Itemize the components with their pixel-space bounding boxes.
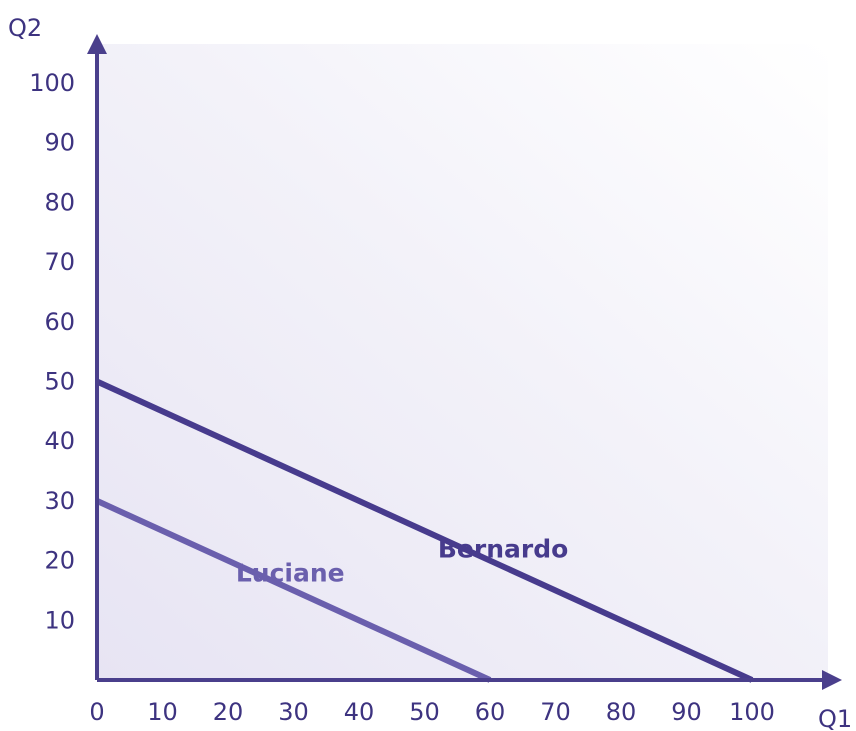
- x-tick-labels: 0 10 20 30 40 50 60 70 80 90 100: [89, 698, 775, 726]
- series-labels: Bernardo Luciane: [236, 535, 568, 588]
- y-tick-label: 20: [44, 547, 75, 575]
- x-tick-label: 30: [278, 698, 309, 726]
- x-tick-label: 90: [671, 698, 702, 726]
- y-tick-label: 70: [44, 248, 75, 276]
- x-axis-title: Q1: [818, 705, 852, 731]
- y-tick-label: 50: [44, 368, 75, 396]
- y-tick-label: 10: [44, 606, 75, 634]
- x-tick-label: 0: [89, 698, 104, 726]
- series-line-bernardo: [95, 378, 754, 683]
- series-label-luciane: Luciane: [236, 558, 345, 587]
- plot-background: [97, 44, 828, 680]
- x-tick-label: 60: [475, 698, 506, 726]
- x-tick-label: 50: [409, 698, 440, 726]
- y-axis-title: Q2: [8, 14, 42, 42]
- x-tick-label: 40: [344, 698, 375, 726]
- x-tick-label: 70: [540, 698, 571, 726]
- series-line-luciane: [95, 498, 492, 683]
- series-label-bernardo: Bernardo: [438, 535, 568, 564]
- y-tick-labels: 10 20 30 40 50 60 70 80 90 100: [29, 69, 75, 634]
- x-tick-label: 100: [729, 698, 775, 726]
- y-tick-label: 40: [44, 427, 75, 455]
- series-layer: [95, 378, 754, 683]
- x-tick-label: 10: [147, 698, 178, 726]
- y-tick-label: 90: [44, 129, 75, 157]
- x-tick-label: 20: [213, 698, 244, 726]
- y-tick-label: 60: [44, 308, 75, 336]
- y-tick-label: 30: [44, 487, 75, 515]
- x-tick-label: 80: [606, 698, 637, 726]
- y-tick-label: 100: [29, 69, 75, 97]
- y-tick-label: 80: [44, 188, 75, 216]
